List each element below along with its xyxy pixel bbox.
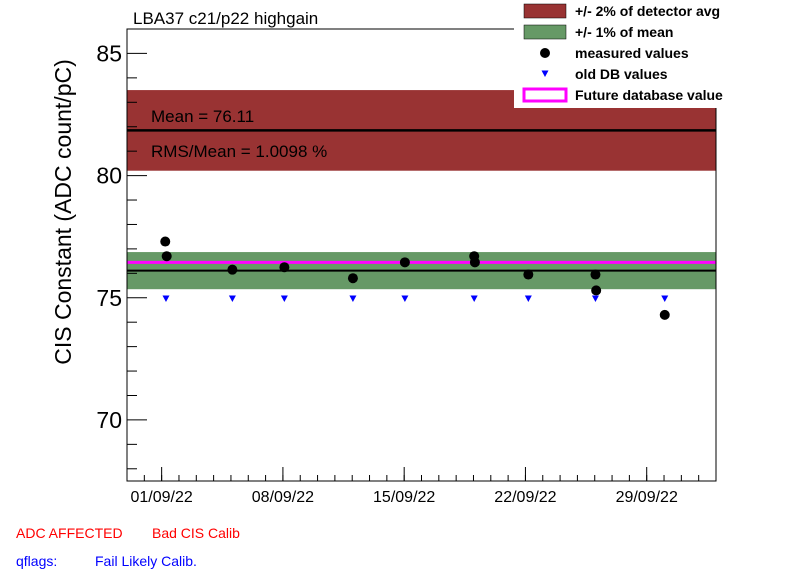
measured-point <box>160 236 171 247</box>
bad-cis-calib-flag: Bad CIS Calib <box>152 525 240 541</box>
old-db-point <box>591 295 599 302</box>
measured-point <box>279 262 290 273</box>
old-db-point <box>349 295 357 302</box>
old-db-point <box>162 295 170 302</box>
measured-point <box>591 285 602 296</box>
legend-swatch-measured <box>540 48 550 58</box>
old-db-point <box>401 295 409 302</box>
legend-swatch-old-db <box>541 70 549 77</box>
x-tick-label: 01/09/22 <box>131 489 193 506</box>
measured-point <box>469 257 480 268</box>
legend-swatch-future-db <box>522 87 568 103</box>
old-db-point <box>524 295 532 302</box>
measured-point <box>227 264 238 275</box>
y-axis-label: CIS Constant (ADC count/pC) <box>50 59 76 365</box>
qflags-label: qflags: <box>16 553 58 569</box>
legend-label: +/- 1% of mean <box>575 24 673 40</box>
y-tick-label: 75 <box>96 285 122 311</box>
x-tick-label: 29/09/22 <box>616 489 678 506</box>
x-tick-label: 22/09/22 <box>494 489 556 506</box>
legend-swatch-detector-band <box>523 3 567 19</box>
y-tick-label: 70 <box>96 407 122 433</box>
measured-point <box>347 273 358 284</box>
legend-swatch-mean-band <box>523 24 567 40</box>
measured-point <box>590 269 601 280</box>
qflags-value: Fail Likely Calib. <box>95 553 197 569</box>
x-tick-label: 15/09/22 <box>373 489 435 506</box>
y-tick-label: 85 <box>96 40 122 66</box>
measured-point <box>523 269 534 280</box>
legend: +/- 2% of detector avg +/- 1% of mean meas… <box>514 0 796 108</box>
x-tick-label: 08/09/22 <box>252 489 314 506</box>
measured-point <box>161 251 172 262</box>
chart-title: LBA37 c21/p22 highgain <box>133 9 318 28</box>
old-db-point <box>470 295 478 302</box>
y-tick-label: 80 <box>96 163 122 189</box>
legend-label: old DB values <box>575 66 668 82</box>
old-db-point <box>661 295 669 302</box>
old-db-point <box>280 295 288 302</box>
measured-point <box>659 309 670 320</box>
old-db-point <box>228 295 236 302</box>
legend-label: Future database value <box>575 87 723 103</box>
stats-rms: RMS/Mean = 1.0098 % <box>151 142 327 161</box>
legend-label: +/- 2% of detector avg <box>575 3 720 19</box>
stats-mean: Mean = 76.11 <box>151 107 254 126</box>
measured-point <box>399 257 410 268</box>
adc-affected-flag: ADC AFFECTED <box>16 525 123 541</box>
legend-label: measured values <box>575 45 689 61</box>
